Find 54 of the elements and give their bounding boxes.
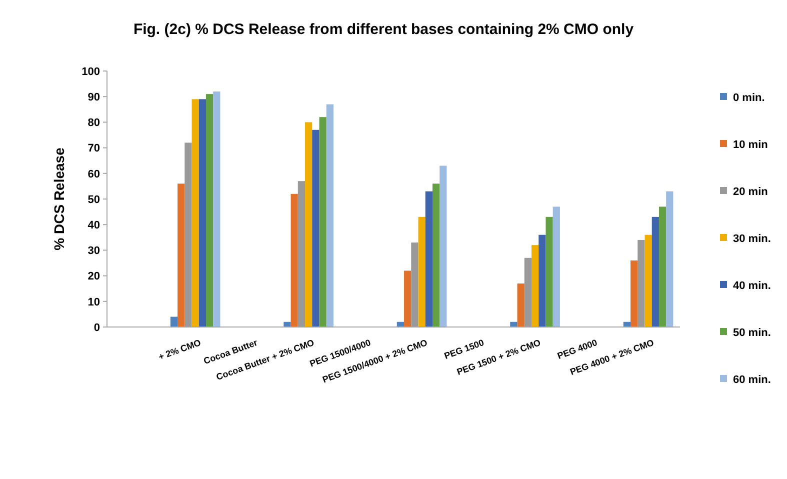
bar [652,216,659,327]
x-tick-label: + 2% CMO [157,337,202,362]
bar [312,130,320,327]
bar [170,316,178,327]
legend-label: 50 min. [733,326,771,339]
bar [425,191,432,327]
y-tick-label: 30 [88,245,100,258]
bar [305,122,312,327]
chart-title: Fig. (2c) % DCS Release from different bases containing 2% CMO only [133,21,634,38]
bar [644,234,652,327]
bar [319,117,326,327]
bar [418,216,426,327]
bar [411,242,418,327]
y-tick-label: 20 [88,270,100,283]
bar [192,99,199,327]
bar [432,184,440,327]
bar [290,194,298,327]
y-tick-label: 70 [88,142,100,155]
bar [658,206,666,327]
legend-label: 40 min. [733,280,771,292]
y-tick-label: 80 [88,117,100,130]
bar [284,322,291,327]
bar [184,142,192,327]
y-tick-label: 100 [82,66,100,78]
bar [440,166,447,327]
bar [517,283,524,327]
legend-label: 10 min [733,138,768,151]
y-tick-label: 10 [88,296,100,308]
y-tick-label: 40 [88,219,100,232]
y-tick-label: 0 [94,322,100,334]
y-tick-label: 50 [88,194,100,206]
bar [538,234,546,327]
bar [638,240,645,327]
bar [524,258,532,327]
bar [552,206,560,327]
legend-label: 20 min [733,186,768,198]
bar [198,99,206,327]
y-tick-label: 60 [88,168,100,180]
bar [531,245,539,327]
legend-label: 30 min. [733,232,771,245]
bar [546,216,553,327]
y-axis-title: % DCS Release [51,147,67,250]
bar [510,322,518,327]
bar [666,191,674,327]
bar [213,91,220,327]
legend-label: 0 min. [733,92,765,104]
bar [206,94,214,327]
bar [326,104,334,327]
legend-label: 60 min. [733,374,771,386]
bar [298,181,306,327]
y-tick-label: 90 [88,91,100,104]
bar [404,270,412,327]
bar [178,184,185,327]
bar [630,260,638,327]
